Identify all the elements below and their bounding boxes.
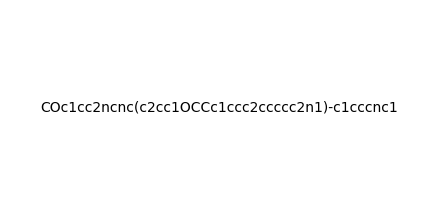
Text: COc1cc2ncnc(c2cc1OCCc1ccc2ccccc2n1)-c1cccnc1: COc1cc2ncnc(c2cc1OCCc1ccc2ccccc2n1)-c1cc… — [41, 100, 398, 114]
